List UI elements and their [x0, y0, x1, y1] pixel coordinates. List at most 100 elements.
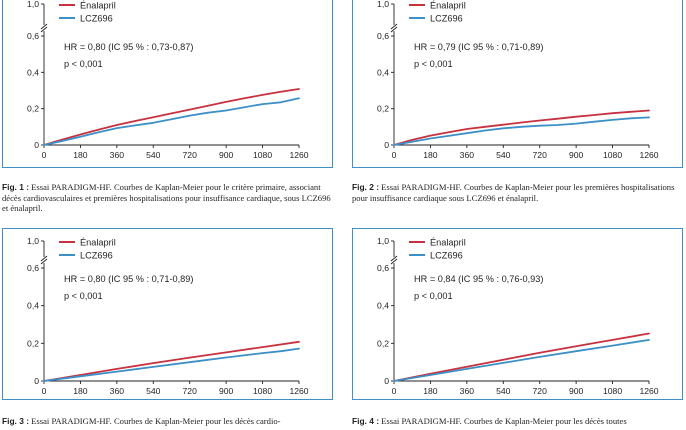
series-line-lcz696	[43, 347, 300, 382]
chart-frame-4	[352, 228, 683, 400]
x-tick-label: 360	[460, 386, 475, 396]
y-tick-label: 0,6	[377, 263, 389, 273]
legend-label: Énalapril	[430, 0, 466, 10]
caption-1-text: Essai PARADIGM-HF. Courbes de Kaplan-Mei…	[2, 182, 331, 214]
chart-panel-2: 1,0 0 0,2 0,4 0,6 0 180 360 540 720 900 1080 1260 Éna…	[350, 0, 686, 180]
chart-panel-1: 1,0 0 0,2 0,4 0,6 0 180 360 540 720 900 1080 1260 Éna…	[0, 0, 340, 180]
x-tick-label: 0	[392, 150, 397, 160]
x-tick-label: 180	[423, 386, 438, 396]
x-tick-label: 540	[146, 150, 161, 160]
series-line-enalapril	[393, 332, 650, 382]
y-tick-label: 0,6	[377, 31, 389, 41]
y-tick-label: 0,2	[27, 104, 39, 114]
chart-panel-4: 1,0 0 0,2 0,4 0,6 0 180 360 540 720 900 1080 1260 Éna…	[350, 226, 686, 406]
y-tick-label: 0	[34, 140, 39, 150]
legend-label: LCZ696	[430, 250, 463, 260]
series-line-lcz696	[393, 116, 650, 146]
x-tick-label: 1080	[603, 386, 622, 396]
x-tick-label: 1080	[253, 386, 272, 396]
y-axis-break-mark	[40, 26, 48, 33]
caption-4-label: Fig. 4 :	[352, 416, 379, 426]
y-axis-break-mark	[40, 258, 48, 265]
y-tick-label: 0,4	[27, 301, 39, 311]
p-value-text: p < 0,001	[64, 291, 103, 301]
x-tick-label: 0	[42, 386, 47, 396]
x-tick-label: 1260	[639, 150, 658, 160]
series-line-lcz696	[393, 339, 650, 382]
series-line-lcz696	[43, 97, 300, 146]
hazard-ratio-text: HR = 0,80 (IC 95 % : 0,71-0,89)	[64, 274, 193, 284]
chart-frame-1	[2, 0, 333, 168]
x-tick-label: 360	[460, 150, 475, 160]
caption-1-label: Fig. 1 :	[2, 182, 29, 192]
caption-2-text: Essai PARADIGM-HF. Courbes de Kaplan-Mei…	[352, 182, 675, 203]
x-tick-label: 360	[110, 150, 125, 160]
caption-3-text: Essai PARADIGM-HF. Courbes de Kaplan-Mei…	[31, 416, 281, 426]
hazard-ratio-text: HR = 0,80 (IC 95 % : 0,73-0,87)	[64, 42, 193, 52]
legend-label: Énalapril	[430, 237, 466, 247]
chart-svg-3: 1,0 0 0,2 0,4 0,6 0 180 360 540 720 900 1080 1260 Éna…	[27, 236, 309, 396]
x-tick-label: 1080	[253, 150, 272, 160]
caption-4: Fig. 4 : Essai PARADIGM-HF. Courbes de K…	[352, 416, 684, 427]
y-tick-label: 0	[384, 376, 389, 386]
chart-frame-3	[2, 228, 333, 400]
chart-svg-1: 1,0 0 0,2 0,4 0,6 0 180 360 540 720 900 1080 1260 Éna…	[27, 0, 309, 160]
chart-frame-2	[352, 0, 683, 168]
x-tick-label: 180	[423, 150, 438, 160]
y-tick-label: 0,6	[27, 31, 39, 41]
y-tick-label: 1,0	[27, 0, 39, 9]
x-tick-label: 1260	[289, 386, 308, 396]
series-line-enalapril	[43, 88, 300, 146]
chart-panel-3: 1,0 0 0,2 0,4 0,6 0 180 360 540 720 900 1080 1260 Éna…	[0, 226, 340, 406]
x-tick-label: 180	[73, 386, 88, 396]
x-tick-label: 900	[219, 386, 234, 396]
x-tick-label: 720	[533, 386, 548, 396]
caption-1: Fig. 1 : Essai PARADIGM-HF. Courbes de K…	[2, 182, 334, 214]
caption-2: Fig. 2 : Essai PARADIGM-HF. Courbes de K…	[352, 182, 684, 203]
x-tick-label: 0	[42, 150, 47, 160]
legend-label: Énalapril	[80, 237, 116, 247]
x-tick-label: 1260	[289, 150, 308, 160]
y-tick-label: 0,4	[27, 67, 39, 77]
y-tick-label: 0	[384, 140, 389, 150]
x-tick-label: 0	[392, 386, 397, 396]
y-axis-break-mark	[40, 255, 48, 262]
hazard-ratio-text: HR = 0,79 (IC 95 % : 0,71-0,89)	[414, 42, 543, 52]
legend-label: LCZ696	[80, 13, 113, 23]
y-tick-label: 0,2	[377, 338, 389, 348]
x-tick-label: 900	[569, 386, 584, 396]
legend-label: LCZ696	[430, 13, 463, 23]
y-tick-label: 0,6	[27, 263, 39, 273]
y-tick-label: 0,4	[377, 67, 389, 77]
y-axis-break-mark	[40, 23, 48, 30]
y-axis-break-mark	[390, 26, 398, 33]
y-tick-label: 0,4	[377, 301, 389, 311]
caption-4-text: Essai PARADIGM-HF. Courbes de Kaplan-Mei…	[381, 416, 627, 426]
y-tick-label: 1,0	[27, 236, 39, 246]
x-tick-label: 1260	[639, 386, 658, 396]
x-tick-label: 720	[533, 150, 548, 160]
y-axis-break-mark	[390, 23, 398, 30]
series-line-enalapril	[393, 109, 650, 146]
x-tick-label: 1080	[603, 150, 622, 160]
p-value-text: p < 0,001	[64, 59, 103, 69]
series-line-enalapril	[43, 340, 300, 382]
caption-3: Fig. 3 : Essai PARADIGM-HF. Courbes de K…	[2, 416, 334, 427]
chart-svg-2: 1,0 0 0,2 0,4 0,6 0 180 360 540 720 900 1080 1260 Éna…	[377, 0, 659, 160]
y-tick-label: 0,2	[27, 338, 39, 348]
chart-svg-4: 1,0 0 0,2 0,4 0,6 0 180 360 540 720 900 1080 1260 Éna…	[377, 236, 659, 396]
p-value-text: p < 0,001	[414, 59, 453, 69]
legend-label: Énalapril	[80, 0, 116, 10]
x-tick-label: 180	[73, 150, 88, 160]
p-value-text: p < 0,001	[414, 291, 453, 301]
caption-3-label: Fig. 3 :	[2, 416, 29, 426]
y-tick-label: 1,0	[377, 236, 389, 246]
hazard-ratio-text: HR = 0,84 (IC 95 % : 0,76-0,93)	[414, 274, 543, 284]
x-tick-label: 900	[569, 150, 584, 160]
legend-label: LCZ696	[80, 250, 113, 260]
y-tick-label: 0,2	[377, 104, 389, 114]
x-tick-label: 720	[183, 150, 198, 160]
y-tick-label: 0	[34, 376, 39, 386]
x-tick-label: 720	[183, 386, 198, 396]
x-tick-label: 540	[146, 386, 161, 396]
